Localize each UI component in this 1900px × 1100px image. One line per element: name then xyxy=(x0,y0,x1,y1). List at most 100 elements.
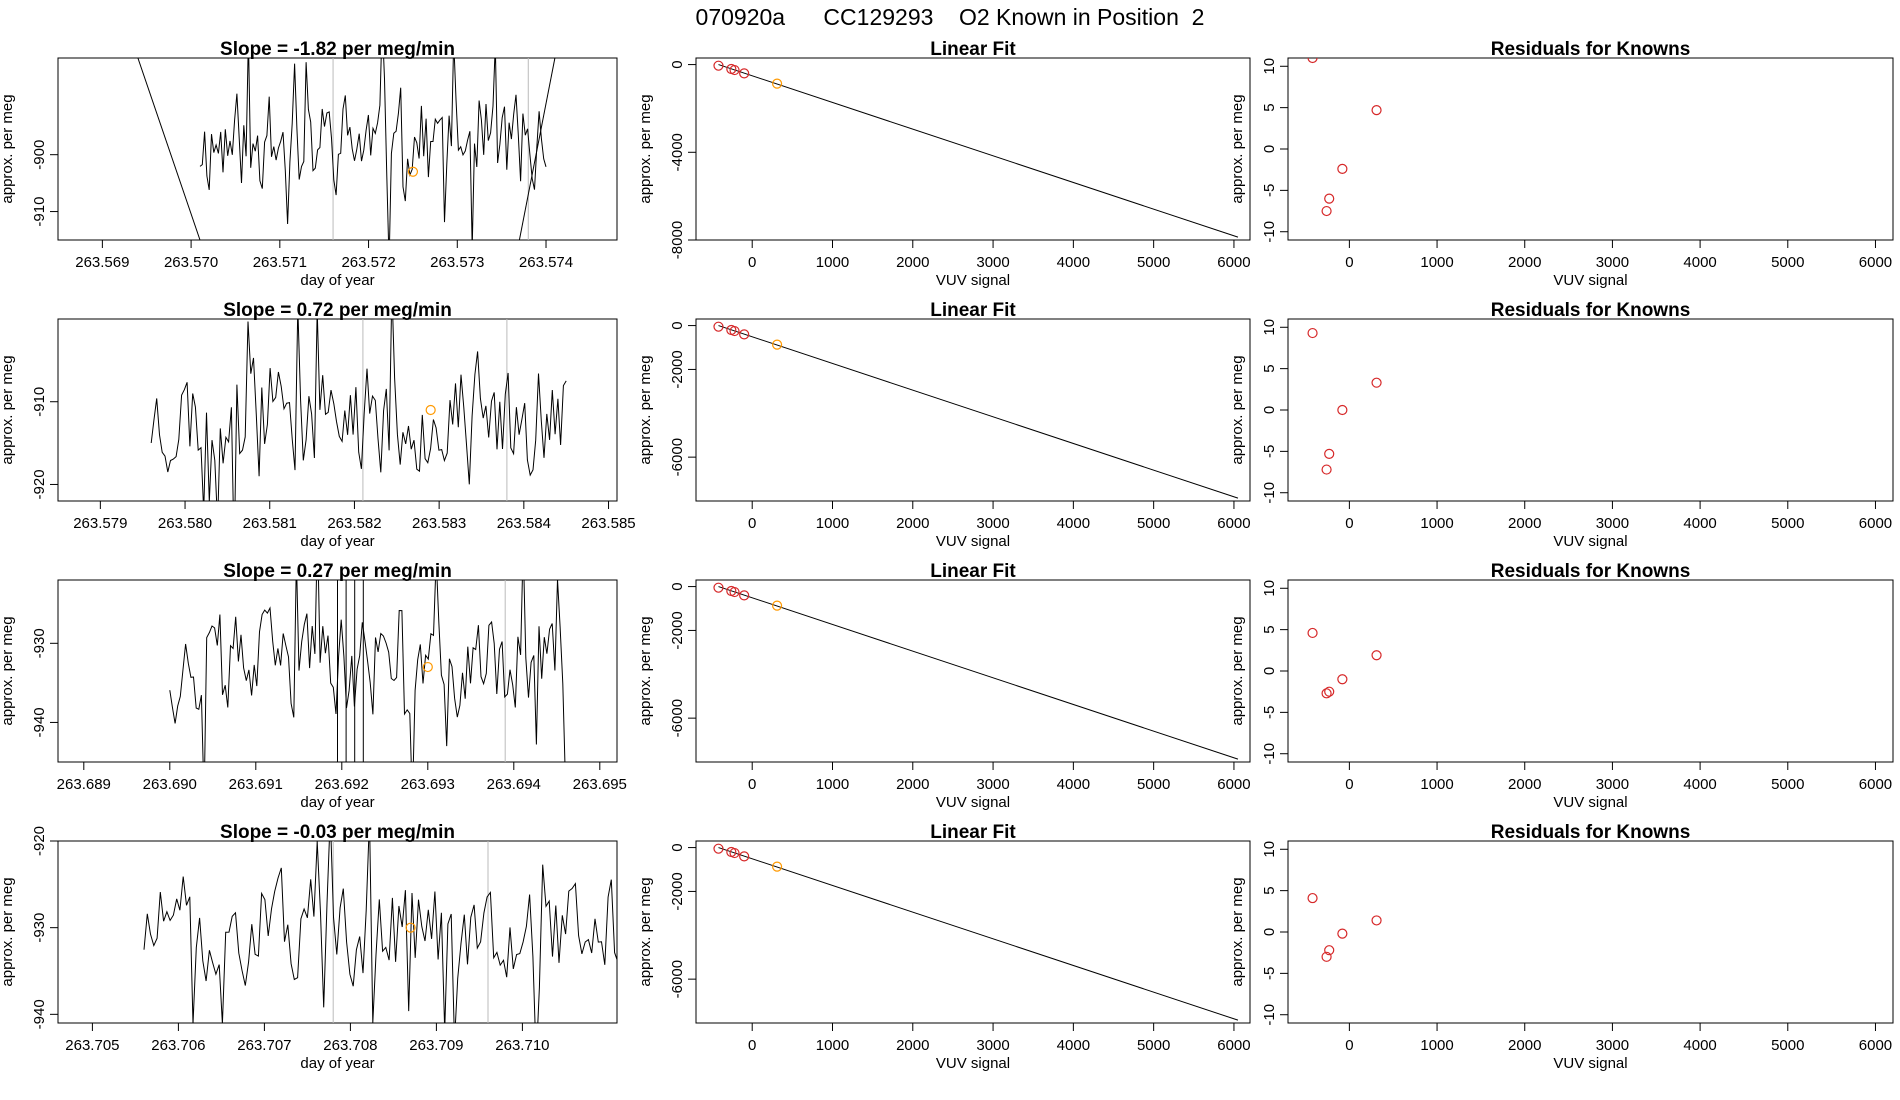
x-tick-label: 4000 xyxy=(1683,776,1716,793)
highlight-point xyxy=(405,922,416,933)
x-tick-label: 263.708 xyxy=(323,1037,377,1054)
y-axis-label: approx. per meg xyxy=(637,616,654,725)
data-series-line xyxy=(150,319,567,501)
x-tick-label: 2000 xyxy=(896,254,929,271)
x-tick-label: 4000 xyxy=(1683,1037,1716,1054)
data-point xyxy=(1321,951,1332,962)
x-tick-label: 263.584 xyxy=(497,515,551,532)
y-tick-label: 0 xyxy=(1261,667,1278,675)
y-tick-label: 10 xyxy=(1261,319,1278,336)
y-axis-label: approx. per meg xyxy=(1229,355,1246,464)
x-tick-label: 2000 xyxy=(896,515,929,532)
y-tick-label: -10 xyxy=(1261,1004,1278,1026)
x-tick-label: 263.707 xyxy=(237,1037,291,1054)
x-tick-label: 3000 xyxy=(1596,254,1629,271)
data-point xyxy=(1321,205,1332,217)
x-tick-label: 2000 xyxy=(896,776,929,793)
chart-fit-row3: Linear Fit 0 1000 2000 3000 4000 5000 6000 0 -200… xyxy=(637,561,1251,811)
plot-area xyxy=(713,60,1239,238)
data-point xyxy=(1337,928,1348,939)
y-tick-label: -910 xyxy=(31,387,48,417)
x-tick-label: 263.694 xyxy=(487,776,541,793)
data-point xyxy=(1337,674,1348,685)
y-tick-label: -6000 xyxy=(669,438,686,476)
y-tick-label: -2000 xyxy=(669,872,686,910)
x-tick-label: 2000 xyxy=(1508,254,1541,271)
x-tick-label: 6000 xyxy=(1217,1037,1250,1054)
x-tick-label: 5000 xyxy=(1771,254,1804,271)
data-series-line xyxy=(169,580,566,762)
chart-title: Linear Fit xyxy=(930,822,1016,843)
plot-frame xyxy=(57,840,618,1024)
x-tick-label: 263.580 xyxy=(158,515,212,532)
x-axis-label: VUV signal xyxy=(1553,533,1627,550)
data-spike-segment xyxy=(137,58,201,240)
x-tick-label: 2000 xyxy=(1508,776,1541,793)
y-axis-label: approx. per meg xyxy=(0,94,16,203)
chart-fit-row4: Linear Fit 0 1000 2000 3000 4000 5000 6000 0 -200… xyxy=(637,822,1251,1072)
data-point xyxy=(1307,627,1318,639)
chart-title: Residuals for Knowns xyxy=(1491,561,1691,582)
plot-frame xyxy=(1287,579,1894,763)
plot-area xyxy=(713,321,1239,499)
y-tick-label: -10 xyxy=(1261,482,1278,504)
y-tick-label: -5 xyxy=(1261,706,1278,719)
x-tick-label: 263.582 xyxy=(327,515,381,532)
y-tick-label: 0 xyxy=(1261,145,1278,153)
x-tick-label: 263.695 xyxy=(573,776,627,793)
y-tick-label: -10 xyxy=(1261,221,1278,243)
y-tick-label: -10 xyxy=(1261,743,1278,765)
x-tick-label: 263.585 xyxy=(581,515,635,532)
x-tick-label: 3000 xyxy=(976,1037,1009,1054)
chart-fit-row1: Linear Fit 0 1000 2000 3000 4000 5000 6000 0 -400… xyxy=(637,39,1251,289)
data-spike-segment xyxy=(518,58,556,240)
y-tick-label: 0 xyxy=(1261,406,1278,414)
chart-time-row4: Slope = -0.03 per meg/min 263.705 263.706 2… xyxy=(0,822,618,1072)
y-tick-label: -2000 xyxy=(669,350,686,388)
x-tick-label: 263.692 xyxy=(315,776,369,793)
highlight-point xyxy=(407,166,419,177)
fit-line xyxy=(718,847,1239,1021)
x-tick-label: 6000 xyxy=(1217,254,1250,271)
x-tick-label: 3000 xyxy=(1596,1037,1629,1054)
x-axis-label: VUV signal xyxy=(936,794,1010,811)
y-tick-label: -6000 xyxy=(669,699,686,737)
plot-area xyxy=(169,580,566,762)
data-point xyxy=(1371,377,1382,388)
y-tick-label: 0 xyxy=(669,582,686,590)
x-tick-label: 263.689 xyxy=(57,776,111,793)
chart-title: Slope = 0.27 per meg/min xyxy=(223,561,452,582)
plot-area xyxy=(143,841,617,1023)
y-axis-label: approx. per meg xyxy=(0,355,16,464)
x-axis-label: VUV signal xyxy=(1553,794,1627,811)
x-axis-label: day of year xyxy=(300,533,374,550)
x-tick-label: 1000 xyxy=(1420,515,1453,532)
x-tick-label: 5000 xyxy=(1137,254,1170,271)
x-tick-label: 1000 xyxy=(1420,1037,1453,1054)
x-tick-label: 263.571 xyxy=(253,254,307,271)
x-tick-label: 1000 xyxy=(816,1037,849,1054)
x-tick-label: 3000 xyxy=(976,515,1009,532)
plot-area xyxy=(713,843,1239,1021)
highlight-point xyxy=(422,661,433,673)
x-tick-label: 263.583 xyxy=(412,515,466,532)
x-tick-label: 6000 xyxy=(1859,254,1892,271)
data-point xyxy=(1324,448,1335,459)
chart-fit-row2: Linear Fit 0 1000 2000 3000 4000 5000 6000 0 -200… xyxy=(637,300,1251,550)
x-tick-label: 263.579 xyxy=(73,515,127,532)
data-point xyxy=(1307,58,1318,64)
data-point xyxy=(713,321,724,332)
x-axis-label: day of year xyxy=(300,1055,374,1072)
plot-frame xyxy=(695,318,1251,502)
data-point xyxy=(729,847,740,859)
highlight-point xyxy=(771,339,783,350)
x-tick-label: 2000 xyxy=(896,1037,929,1054)
data-series-line xyxy=(143,841,617,1023)
x-tick-label: 4000 xyxy=(1683,515,1716,532)
x-tick-label: 6000 xyxy=(1859,776,1892,793)
x-tick-label: 263.581 xyxy=(243,515,297,532)
highlight-point xyxy=(425,404,436,416)
y-tick-label: -6000 xyxy=(669,960,686,998)
plot-area xyxy=(1307,327,1382,475)
x-tick-label: 1000 xyxy=(816,776,849,793)
